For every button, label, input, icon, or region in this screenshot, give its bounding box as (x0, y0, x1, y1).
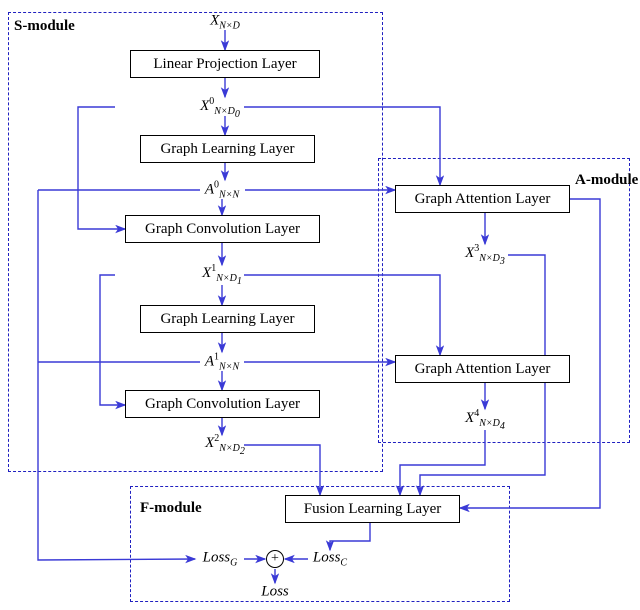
graph-attention-layer-2-node: Graph Attention Layer (395, 355, 570, 383)
f-module-label: F-module (140, 500, 202, 517)
plus-icon: + (266, 550, 284, 568)
a-module-label: A-module (575, 172, 638, 189)
linear-projection-layer-node: Linear Projection Layer (130, 50, 320, 78)
symbol-loss: Loss (261, 584, 289, 601)
fusion-learning-layer-node: Fusion Learning Layer (285, 495, 460, 523)
symbol-x4: X4N×D4 (465, 408, 505, 432)
symbol-x-input: XN×D (210, 13, 240, 32)
graph-convolution-layer-2-node: Graph Convolution Layer (125, 390, 320, 418)
symbol-a1: A1N×N (205, 352, 239, 373)
graph-convolution-layer-1-node: Graph Convolution Layer (125, 215, 320, 243)
symbol-x1: X1N×D1 (202, 263, 242, 287)
symbol-loss-g: LossG (203, 550, 238, 569)
graph-learning-layer-1-node: Graph Learning Layer (140, 135, 315, 163)
symbol-loss-c: LossC (313, 550, 347, 569)
symbol-x3: X3N×D3 (465, 243, 505, 267)
symbol-x2: X2N×D2 (205, 433, 245, 457)
symbol-a0: A0N×N (205, 180, 239, 201)
s-module-label: S-module (14, 18, 75, 35)
graph-learning-layer-2-node: Graph Learning Layer (140, 305, 315, 333)
diagram-canvas: S-module A-module F-module Linear Projec… (0, 0, 640, 610)
symbol-x0: X0N×D0 (200, 96, 240, 120)
graph-attention-layer-1-node: Graph Attention Layer (395, 185, 570, 213)
